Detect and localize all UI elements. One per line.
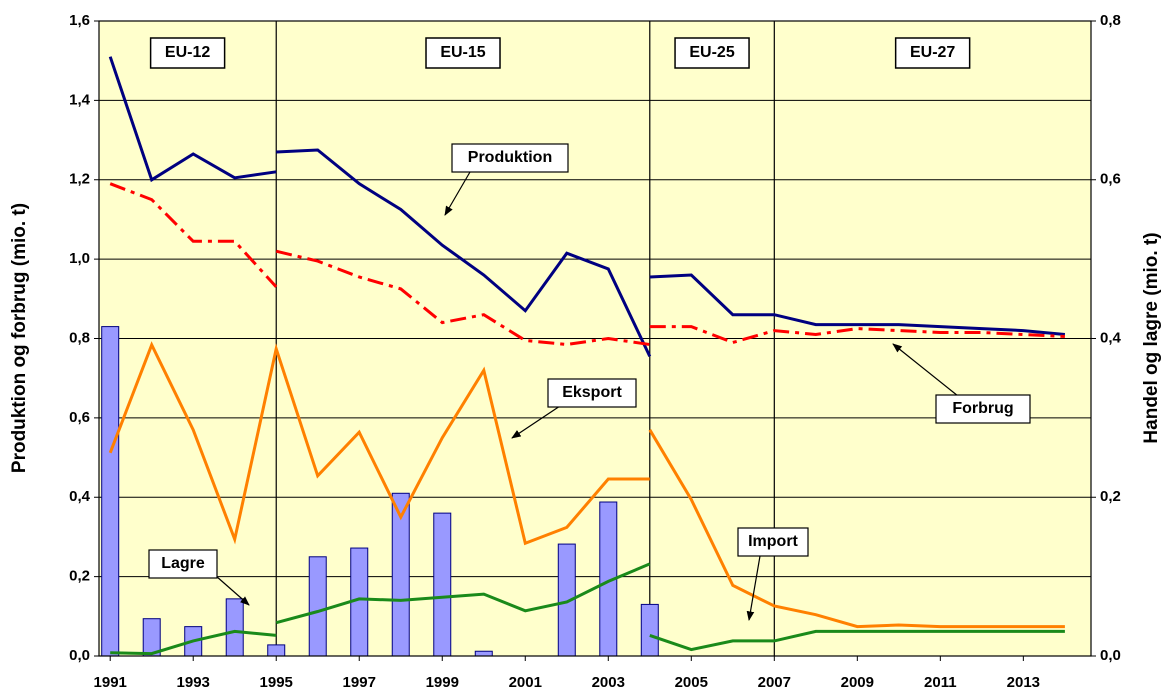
y2-tick-label: 0,6 bbox=[1100, 171, 1121, 188]
x-tick-label: 1991 bbox=[94, 674, 127, 691]
x-tick-label: 1993 bbox=[177, 674, 210, 691]
legend-label: Eksport bbox=[562, 384, 622, 401]
legend-label: Import bbox=[748, 533, 798, 550]
bar bbox=[433, 512, 452, 657]
y-tick-label: 0,2 bbox=[69, 568, 90, 585]
period-label-box bbox=[894, 37, 971, 69]
y-tick-label: 1,0 bbox=[69, 250, 90, 267]
y-tick-label: 0,0 bbox=[69, 647, 90, 664]
period-label: EU-27 bbox=[910, 44, 955, 61]
x-tick-label: 1995 bbox=[260, 674, 293, 691]
y-tick-label: 1,2 bbox=[69, 171, 90, 188]
x-tick-label: 1999 bbox=[426, 674, 459, 691]
callout-box bbox=[935, 394, 1031, 424]
x-tick-label: 2009 bbox=[841, 674, 874, 691]
legend-label: Produktion bbox=[468, 149, 552, 166]
y2-axis-title: Handel og lagre (mio. t) bbox=[1141, 232, 1162, 443]
y-tick-label: 1,4 bbox=[69, 91, 91, 108]
callout-box bbox=[148, 549, 218, 579]
y2-tick-label: 0,4 bbox=[1100, 329, 1122, 346]
y-axis-title: Produktion og forbrug (mio. t) bbox=[9, 203, 30, 473]
plot-frame bbox=[98, 20, 1092, 657]
y2-tick-label: 0,0 bbox=[1100, 647, 1121, 664]
x-tick-label: 1997 bbox=[343, 674, 376, 691]
y2-tick-label: 0,8 bbox=[1100, 12, 1121, 29]
line-series bbox=[108, 56, 1066, 358]
bar bbox=[225, 598, 244, 657]
bar bbox=[474, 650, 493, 657]
line-series bbox=[109, 182, 1065, 347]
bar bbox=[308, 556, 327, 657]
x-tick-label: 2001 bbox=[509, 674, 542, 691]
line-series bbox=[110, 562, 1065, 656]
callout-arrow bbox=[215, 575, 250, 606]
callout-arrow bbox=[746, 555, 761, 621]
bar bbox=[640, 603, 659, 657]
y-tick-label: 0,4 bbox=[69, 488, 91, 505]
period-label: EU-25 bbox=[689, 44, 734, 61]
period-label-box bbox=[674, 37, 750, 69]
x-tick-label: 2005 bbox=[675, 674, 708, 691]
y2-tick-label: 0,2 bbox=[1100, 488, 1121, 505]
callout-box bbox=[451, 143, 569, 173]
bar bbox=[101, 326, 120, 657]
x-tick-label: 2013 bbox=[1007, 674, 1040, 691]
bar bbox=[267, 644, 286, 657]
period-label: EU-15 bbox=[440, 44, 485, 61]
x-tick-label: 2003 bbox=[592, 674, 625, 691]
y-tick-label: 1,6 bbox=[69, 12, 90, 29]
line-series bbox=[108, 341, 1065, 629]
x-tick-label: 2007 bbox=[758, 674, 791, 691]
legend-label: Lagre bbox=[161, 555, 205, 572]
period-label-box bbox=[425, 37, 501, 69]
x-tick-label: 2011 bbox=[924, 674, 957, 691]
period-label-box bbox=[149, 37, 226, 69]
y-tick-label: 0,8 bbox=[69, 329, 90, 346]
period-label: EU-12 bbox=[165, 44, 210, 61]
callout-box bbox=[547, 378, 637, 408]
callout-arrow bbox=[892, 343, 959, 397]
callout-arrow bbox=[444, 171, 471, 216]
callout-arrow bbox=[511, 405, 561, 439]
legend-label: Forbrug bbox=[952, 400, 1013, 417]
callout-box bbox=[737, 527, 809, 557]
y-tick-label: 0,6 bbox=[69, 409, 90, 426]
